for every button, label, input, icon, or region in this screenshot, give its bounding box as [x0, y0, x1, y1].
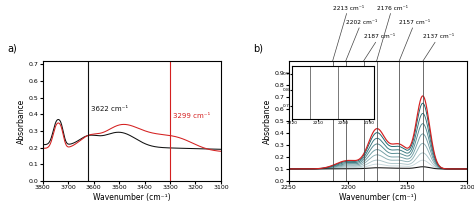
Text: 2202 cm⁻¹: 2202 cm⁻¹: [346, 20, 377, 61]
Text: 2187 cm⁻¹: 2187 cm⁻¹: [364, 34, 395, 61]
X-axis label: Wavenumber (cm⁻¹): Wavenumber (cm⁻¹): [339, 193, 417, 202]
Text: 2213 cm⁻¹: 2213 cm⁻¹: [333, 6, 364, 61]
Text: b): b): [253, 43, 263, 53]
Text: 3622 cm⁻¹: 3622 cm⁻¹: [91, 106, 128, 112]
Text: 3299 cm⁻¹: 3299 cm⁻¹: [173, 113, 210, 119]
X-axis label: Wavenumber (cm⁻¹): Wavenumber (cm⁻¹): [93, 193, 171, 202]
Y-axis label: Absorbance: Absorbance: [263, 98, 272, 144]
Text: 2157 cm⁻¹: 2157 cm⁻¹: [399, 20, 430, 61]
Text: a): a): [7, 43, 17, 53]
Y-axis label: Absorbance: Absorbance: [17, 98, 26, 144]
Text: 2137 cm⁻¹: 2137 cm⁻¹: [423, 34, 454, 61]
Text: 2176 cm⁻¹: 2176 cm⁻¹: [376, 6, 408, 61]
